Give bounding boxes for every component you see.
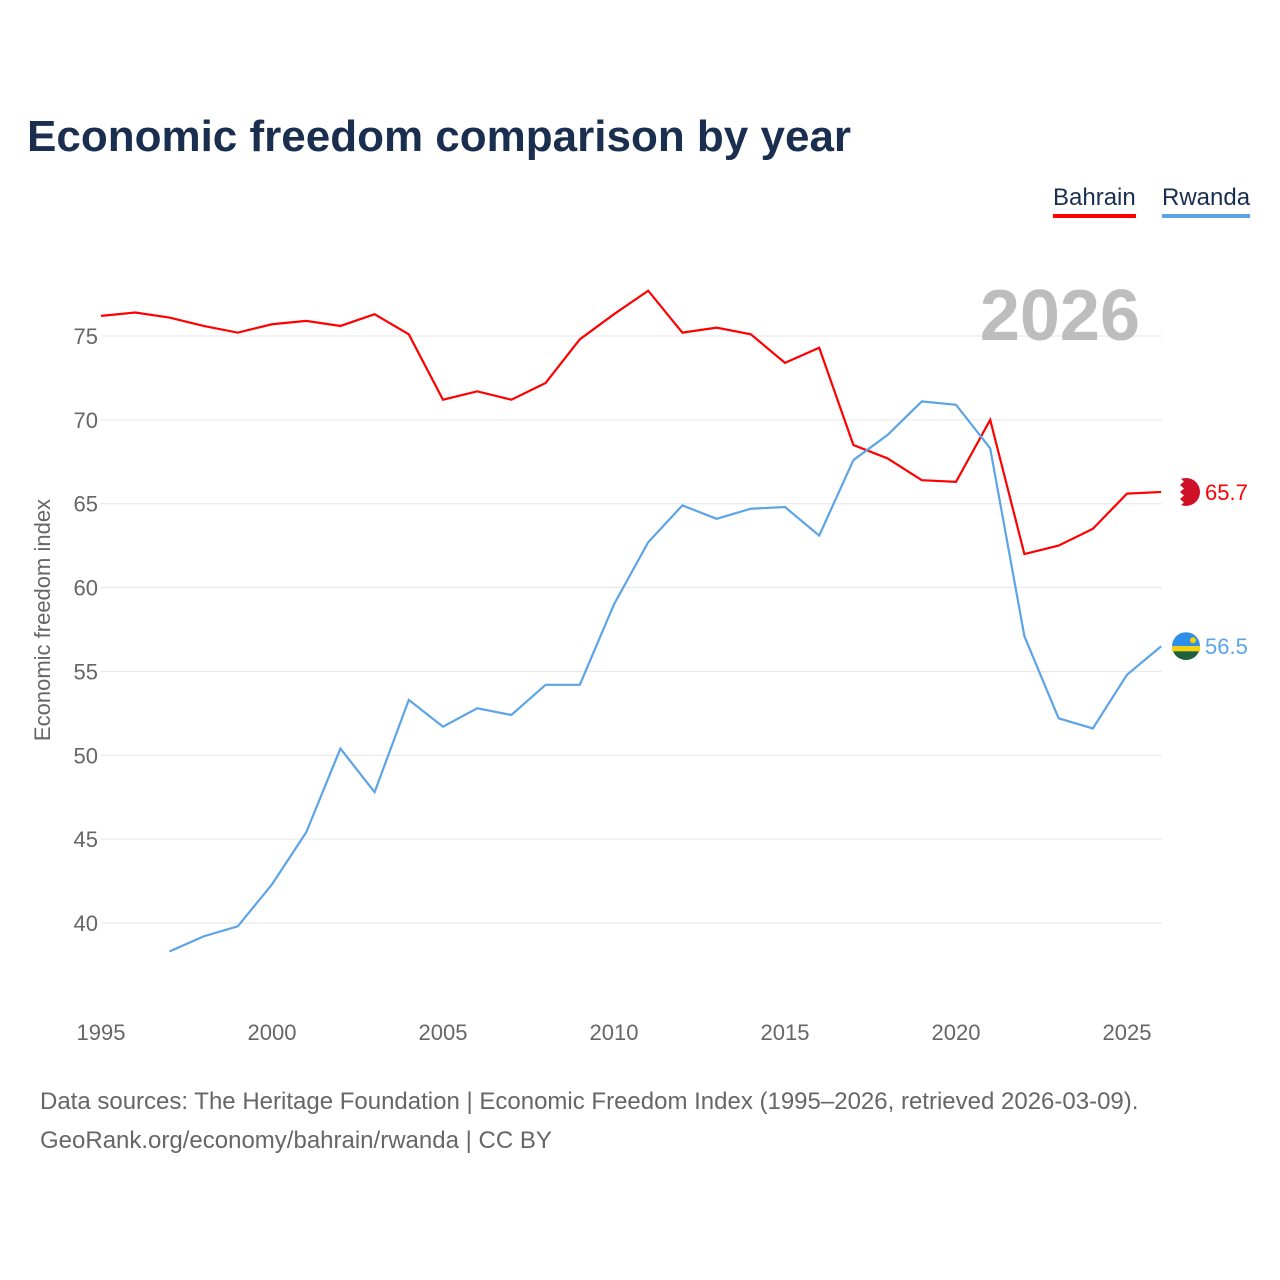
y-tick-label: 60: [74, 576, 98, 601]
y-axis-label: Economic freedom index: [30, 499, 55, 741]
x-tick-label: 2010: [590, 1020, 639, 1045]
x-tick-label: 2015: [761, 1020, 810, 1045]
x-tick-label: 2025: [1103, 1020, 1152, 1045]
source-text: Data sources: The Heritage Foundation | …: [40, 1088, 1139, 1115]
flag-bahrain-icon: [1172, 477, 1200, 506]
legend-bahrain[interactable]: Bahrain: [1053, 184, 1136, 218]
series-line-bahrain: [100, 289, 1162, 556]
series-line-rwanda: [168, 400, 1162, 953]
end-value-label-rwanda: 56.5: [1205, 634, 1248, 659]
flag-green: [1173, 651, 1199, 661]
flag-sun: [1190, 637, 1196, 644]
source-url[interactable]: GeoRank.org/economy/bahrain/rwanda | CC …: [40, 1127, 552, 1154]
y-tick-label: 50: [74, 743, 98, 768]
y-tick-label: 75: [74, 324, 98, 349]
y-tick-label: 55: [74, 659, 98, 684]
y-tick-label: 45: [74, 827, 98, 852]
flag-yellow: [1172, 646, 1200, 652]
x-tick-label: 2000: [248, 1020, 297, 1045]
flag-rwanda-icon: [1172, 632, 1200, 661]
flag-white: [1172, 477, 1184, 506]
x-tick-label: 2005: [419, 1020, 468, 1045]
end-value-label-bahrain: 65.7: [1205, 480, 1248, 505]
year-watermark: 2026: [980, 276, 1140, 356]
y-tick-label: 65: [74, 492, 98, 517]
x-tick-label: 2020: [932, 1020, 981, 1045]
y-tick-label: 70: [74, 408, 98, 433]
chart-title: Economic freedom comparison by year: [27, 112, 852, 161]
x-tick-label: 1995: [77, 1020, 126, 1045]
legend-rwanda[interactable]: Rwanda: [1162, 184, 1251, 218]
y-tick-label: 40: [74, 911, 98, 936]
